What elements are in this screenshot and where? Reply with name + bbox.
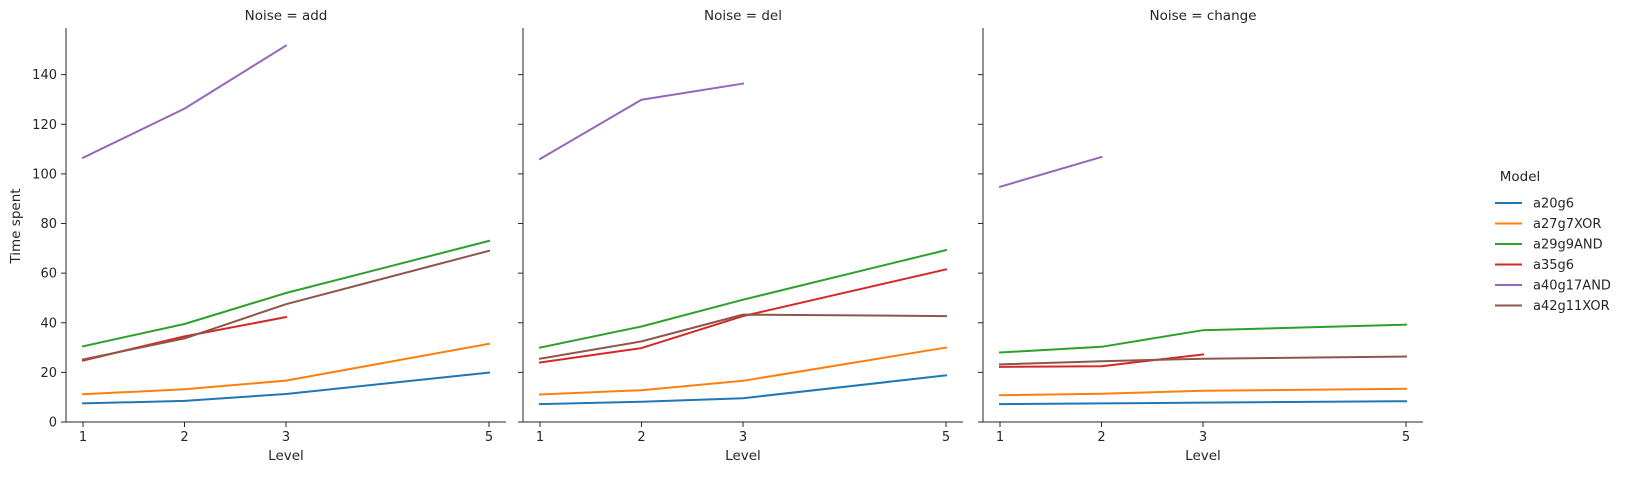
x-axis-title: Level (725, 448, 761, 464)
x-tick-label: 3 (739, 430, 747, 445)
legend-entry: a27g7XOR (1495, 217, 1601, 232)
x-tick-label: 3 (1199, 430, 1207, 445)
legend-entries: a20g6 a27g7XOR a29g9AND a35g6 a40g17AND a42g1… (1495, 197, 1611, 314)
legend-entry: a35g6 (1495, 258, 1574, 273)
legend-label: a29g9AND (1533, 238, 1603, 253)
series-line-a20g6 (81, 371, 491, 405)
series-line-a20g6 (538, 374, 948, 406)
y-axis-title: Time spent (8, 188, 24, 264)
x-tick-label: 2 (637, 430, 645, 445)
x-tick-label: 5 (942, 430, 950, 445)
series-line-a42g11XOR (538, 313, 948, 360)
panel-1: Noise = add 0 20 40 60 80 100 120 140 1 2 3 5 Level Ti… (8, 8, 506, 464)
y-tick-label: 60 (40, 267, 57, 282)
panel-title: Noise = change (1149, 8, 1256, 24)
legend-label: a35g6 (1533, 258, 1574, 273)
y-tick-label: 120 (32, 118, 57, 133)
x-tick-label: 2 (1097, 430, 1105, 445)
series-line-a27g7XOR (998, 387, 1408, 397)
y-tick-label: 80 (40, 217, 57, 232)
y-tick-label: 100 (32, 167, 57, 182)
legend-label: a40g17AND (1533, 279, 1611, 294)
y-tick-label: 20 (40, 366, 57, 381)
x-tick-label: 1 (996, 430, 1004, 445)
panel-3: Noise = change 1 2 3 5 Level (978, 8, 1423, 464)
legend-label: a27g7XOR (1533, 217, 1601, 232)
legend-entry: a42g11XOR (1495, 299, 1610, 314)
series-line-a40g17AND (81, 44, 288, 160)
x-tick-label: 1 (536, 430, 544, 445)
chart-panels: Noise = add 0 20 40 60 80 100 120 140 1 2 3 5 Level Ti… (8, 8, 1423, 464)
series-line-a42g11XOR (81, 249, 491, 361)
series-line-a42g11XOR (998, 355, 1408, 366)
panel-2: Noise = del 1 2 3 5 Level (518, 8, 963, 464)
series-line-a20g6 (998, 400, 1408, 406)
legend-entry: a29g9AND (1495, 238, 1603, 253)
series-line-a29g9AND (538, 248, 948, 349)
x-tick-label: 5 (1402, 430, 1410, 445)
legend-entry: a40g17AND (1495, 279, 1611, 294)
legend-label: a42g11XOR (1533, 299, 1610, 314)
series-line-a40g17AND (538, 82, 745, 161)
x-axis-title: Level (268, 448, 304, 464)
x-tick-label: 1 (79, 430, 87, 445)
legend-title: Model (1500, 169, 1541, 185)
legend-label: a20g6 (1533, 197, 1574, 212)
series-line-a27g7XOR (538, 346, 948, 396)
y-tick-label: 40 (40, 316, 57, 331)
panel-title: Noise = add (245, 8, 328, 24)
series-line-a27g7XOR (81, 342, 491, 396)
legend-entry: a20g6 (1495, 197, 1574, 212)
y-tick-label: 140 (32, 68, 57, 83)
y-tick-label: 0 (49, 416, 57, 431)
series-line-a35g6 (998, 353, 1205, 368)
series-line-a35g6 (538, 268, 948, 364)
x-tick-label: 3 (282, 430, 290, 445)
series-line-a29g9AND (998, 323, 1408, 354)
panel-title: Noise = del (704, 8, 782, 24)
x-tick-label: 2 (180, 430, 188, 445)
legend: Model a20g6 a27g7XOR a29g9AND a35g6 a40g17AN… (1495, 169, 1611, 314)
series-line-a29g9AND (81, 239, 491, 348)
x-tick-label: 5 (485, 430, 493, 445)
x-axis-title: Level (1185, 448, 1221, 464)
series-line-a40g17AND (998, 155, 1103, 189)
